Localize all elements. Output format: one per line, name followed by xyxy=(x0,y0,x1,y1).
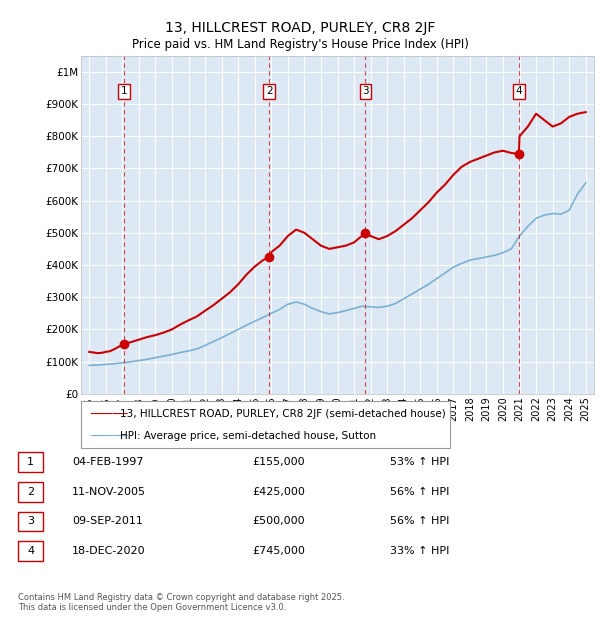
Text: £155,000: £155,000 xyxy=(252,457,305,467)
Text: 1: 1 xyxy=(121,86,127,96)
Text: £500,000: £500,000 xyxy=(252,516,305,526)
Text: ─────: ───── xyxy=(90,430,128,443)
Text: 56% ↑ HPI: 56% ↑ HPI xyxy=(390,516,449,526)
Text: 09-SEP-2011: 09-SEP-2011 xyxy=(72,516,143,526)
Text: 4: 4 xyxy=(27,546,34,556)
Text: 2: 2 xyxy=(27,487,34,497)
Text: 2: 2 xyxy=(266,86,272,96)
Text: 11-NOV-2005: 11-NOV-2005 xyxy=(72,487,146,497)
Text: 1: 1 xyxy=(27,457,34,467)
Text: ─────: ───── xyxy=(90,408,128,420)
Text: 56% ↑ HPI: 56% ↑ HPI xyxy=(390,487,449,497)
Text: £425,000: £425,000 xyxy=(252,487,305,497)
Text: 33% ↑ HPI: 33% ↑ HPI xyxy=(390,546,449,556)
Text: 3: 3 xyxy=(27,516,34,526)
Text: 3: 3 xyxy=(362,86,369,96)
Text: 53% ↑ HPI: 53% ↑ HPI xyxy=(390,457,449,467)
Text: Price paid vs. HM Land Registry's House Price Index (HPI): Price paid vs. HM Land Registry's House … xyxy=(131,38,469,51)
Text: 13, HILLCREST ROAD, PURLEY, CR8 2JF (semi-detached house): 13, HILLCREST ROAD, PURLEY, CR8 2JF (sem… xyxy=(120,409,446,419)
Text: HPI: Average price, semi-detached house, Sutton: HPI: Average price, semi-detached house,… xyxy=(120,431,376,441)
Text: 18-DEC-2020: 18-DEC-2020 xyxy=(72,546,146,556)
Text: 4: 4 xyxy=(515,86,522,96)
Text: £745,000: £745,000 xyxy=(252,546,305,556)
Text: Contains HM Land Registry data © Crown copyright and database right 2025.
This d: Contains HM Land Registry data © Crown c… xyxy=(18,593,344,612)
Text: 04-FEB-1997: 04-FEB-1997 xyxy=(72,457,143,467)
Text: 13, HILLCREST ROAD, PURLEY, CR8 2JF: 13, HILLCREST ROAD, PURLEY, CR8 2JF xyxy=(165,21,435,35)
